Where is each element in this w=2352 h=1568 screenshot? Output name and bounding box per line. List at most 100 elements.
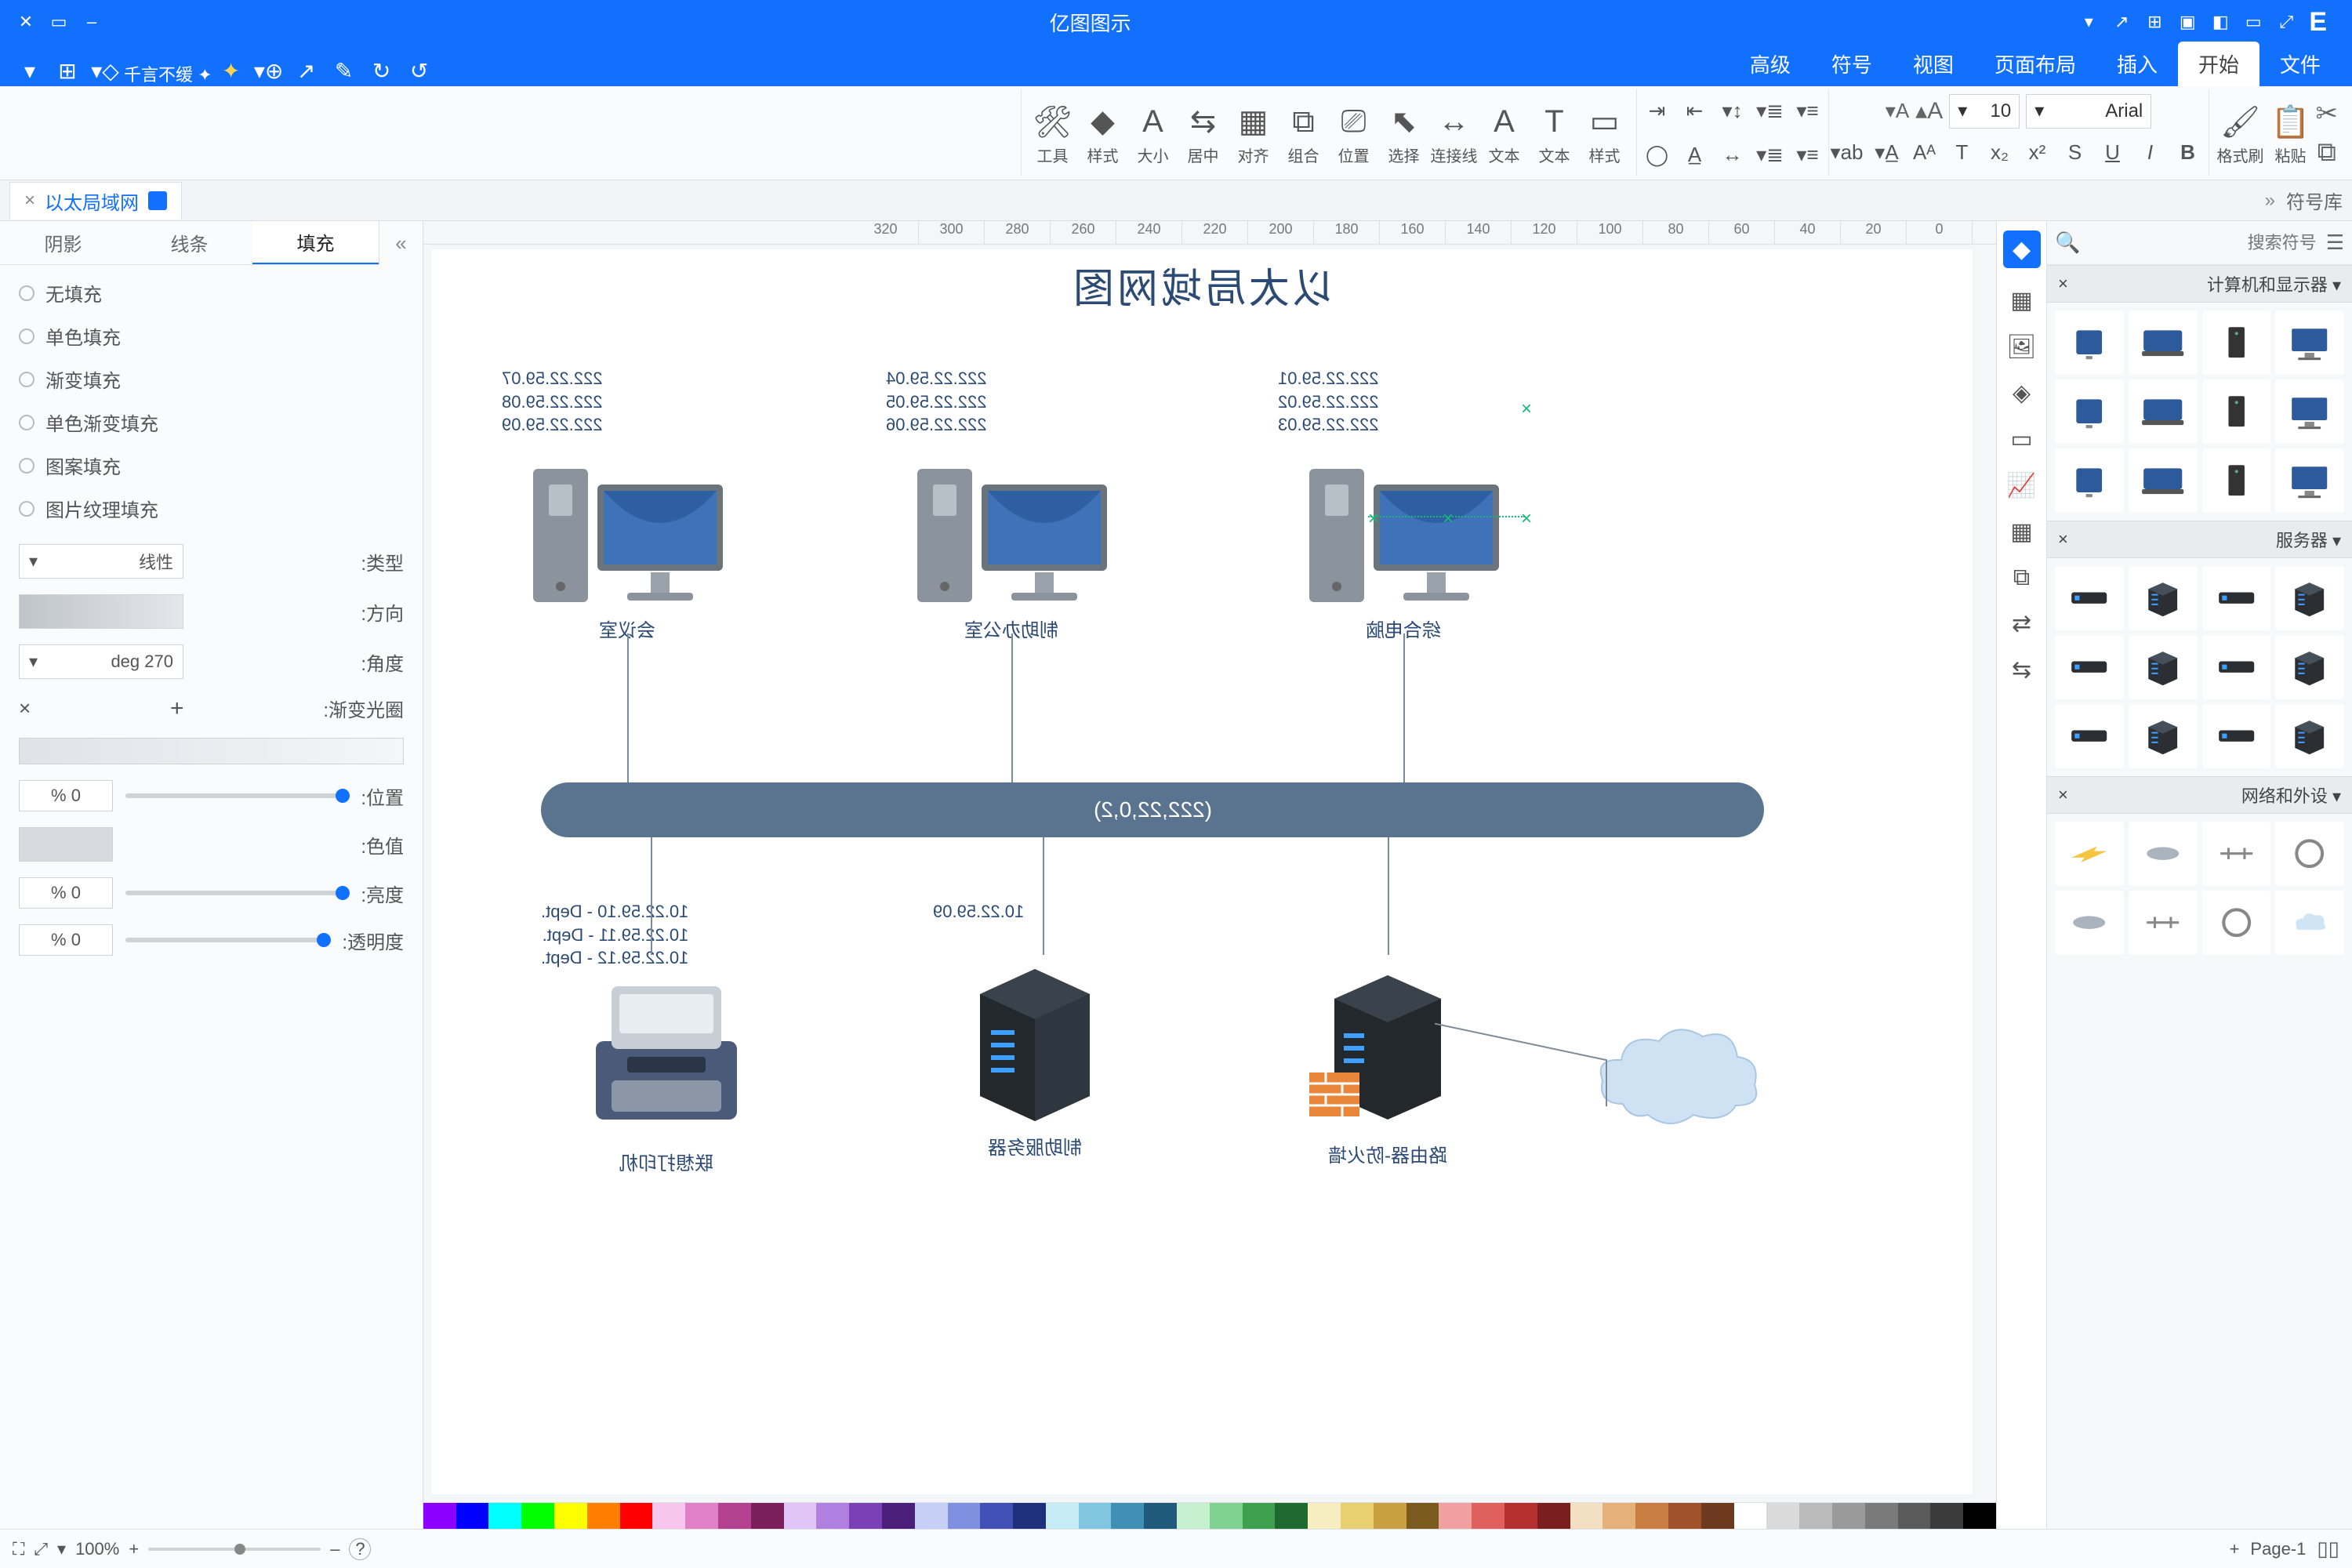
distribute-button[interactable]: ↔ bbox=[1719, 143, 1747, 167]
diagram-page[interactable]: 以太局域网图 (222,22,0,2)222.22.59.07222.22.59… bbox=[431, 249, 1973, 1494]
color-swatch[interactable] bbox=[1275, 1503, 1308, 1529]
font-color-button[interactable]: A̲▾ bbox=[1873, 140, 1901, 165]
premium-badge[interactable]: ✦ bbox=[216, 55, 247, 86]
ribbon-文本[interactable]: A文本 bbox=[1479, 100, 1530, 166]
toolbar-icon[interactable]: ◇▾ bbox=[89, 55, 121, 86]
palette-item[interactable] bbox=[2202, 704, 2271, 768]
color-swatch[interactable] bbox=[784, 1503, 817, 1529]
color-swatch[interactable] bbox=[915, 1503, 948, 1529]
gradient-type-select[interactable]: 线性▾ bbox=[19, 544, 183, 579]
palette-item[interactable] bbox=[2275, 566, 2344, 630]
fullscreen-icon[interactable]: ⛶ bbox=[13, 1539, 24, 1559]
color-swatch[interactable] bbox=[488, 1503, 521, 1529]
tool-icon[interactable]: ⇆ bbox=[2012, 656, 2031, 684]
brightness-value[interactable]: 0 % bbox=[19, 877, 113, 909]
align-button[interactable]: ≡▾ bbox=[1794, 143, 1822, 167]
undo-icon[interactable]: ↺ bbox=[404, 55, 435, 86]
tool-icon[interactable]: ◈ bbox=[2013, 379, 2031, 407]
fill-option[interactable]: 单色填充 bbox=[19, 322, 404, 350]
valign-button[interactable]: ≣▾ bbox=[1756, 143, 1784, 167]
color-swatch[interactable] bbox=[1374, 1503, 1406, 1529]
color-swatch[interactable] bbox=[1832, 1503, 1865, 1529]
close-button[interactable]: ✕ bbox=[13, 9, 39, 35]
palette-item[interactable] bbox=[2202, 379, 2271, 444]
cloud-node[interactable] bbox=[1592, 1018, 1764, 1135]
bullets-button[interactable]: ≡▾ bbox=[1794, 99, 1822, 123]
close-category-icon[interactable]: × bbox=[2058, 274, 2068, 294]
palette-item[interactable] bbox=[2055, 822, 2124, 886]
ribbon-对齐[interactable]: ▦对齐 bbox=[1229, 100, 1279, 166]
spacing-button[interactable]: ↕▾ bbox=[1719, 99, 1747, 123]
text-button[interactable]: T bbox=[1948, 140, 1976, 165]
color-swatch[interactable] bbox=[1144, 1503, 1177, 1529]
color-swatch[interactable] bbox=[1930, 1503, 1963, 1529]
palette-item[interactable] bbox=[2129, 379, 2198, 444]
color-swatch[interactable] bbox=[1537, 1503, 1570, 1529]
page-label[interactable]: Page-1 bbox=[2250, 1539, 2306, 1559]
toolbar-icon[interactable]: ⊞ bbox=[52, 55, 83, 86]
brightness-slider[interactable] bbox=[125, 891, 348, 895]
color-swatch[interactable] bbox=[718, 1503, 751, 1529]
color-swatch[interactable] bbox=[1963, 1503, 1996, 1529]
palette-item[interactable] bbox=[2275, 704, 2344, 768]
tool-icon[interactable]: ▦ bbox=[2010, 518, 2032, 546]
add-page-button[interactable]: + bbox=[2230, 1539, 2240, 1559]
palette-item[interactable] bbox=[2275, 448, 2344, 513]
titlebar-btn[interactable]: ⤢ bbox=[2273, 9, 2299, 35]
case-button[interactable]: Aᴬ bbox=[1911, 140, 1939, 165]
color-swatch[interactable] bbox=[1406, 1503, 1439, 1529]
menu-layout[interactable]: 页面布局 bbox=[1974, 42, 2096, 86]
color-swatch[interactable] bbox=[554, 1503, 587, 1529]
titlebar-btn[interactable]: ⊞ bbox=[2141, 9, 2168, 35]
color-swatch[interactable] bbox=[1308, 1503, 1341, 1529]
fill-option[interactable]: 图案填充 bbox=[19, 452, 404, 479]
color-swatch[interactable] bbox=[521, 1503, 554, 1529]
ribbon-组合[interactable]: ⧉组合 bbox=[1279, 100, 1329, 166]
angle-input[interactable]: 270 deg▾ bbox=[19, 644, 183, 679]
tab-close-icon[interactable]: × bbox=[24, 190, 35, 212]
color-swatch[interactable] bbox=[1013, 1503, 1046, 1529]
color-swatch[interactable] bbox=[1570, 1503, 1603, 1529]
search-icon[interactable]: 🔍 bbox=[2055, 230, 2080, 255]
menu-home[interactable]: 开始 bbox=[2178, 42, 2259, 86]
tab-fill[interactable]: 填充 bbox=[252, 221, 379, 264]
palette-item[interactable] bbox=[2202, 448, 2271, 513]
font-grow-icon[interactable]: A▴ bbox=[1915, 97, 1943, 125]
palette-item[interactable] bbox=[2129, 448, 2198, 513]
fill-option[interactable]: 单色渐变填充 bbox=[19, 408, 404, 436]
color-swatch[interactable] bbox=[1177, 1503, 1210, 1529]
color-swatch[interactable] bbox=[456, 1503, 489, 1529]
color-swatch[interactable] bbox=[882, 1503, 915, 1529]
palette-item[interactable] bbox=[2129, 704, 2198, 768]
gradient-direction[interactable] bbox=[19, 594, 183, 629]
tab-shadow[interactable]: 阴影 bbox=[0, 221, 126, 264]
help-icon[interactable]: ? bbox=[349, 1538, 371, 1560]
bg-color-button[interactable]: ◯ bbox=[1643, 143, 1671, 167]
color-swatch-bar[interactable] bbox=[423, 1502, 1996, 1529]
palette-item[interactable] bbox=[2055, 448, 2124, 513]
transparency-value[interactable]: 0 % bbox=[19, 924, 113, 956]
ribbon-样式[interactable]: ▭样式 bbox=[1580, 100, 1630, 166]
printer-node[interactable]: 联想打印机 bbox=[572, 955, 760, 1175]
titlebar-btn[interactable]: ↗ bbox=[2108, 9, 2135, 35]
format-painter-button[interactable]: 🖌格式刷 bbox=[2216, 100, 2266, 166]
minimize-button[interactable]: – bbox=[78, 9, 105, 35]
palette-item[interactable] bbox=[2275, 891, 2344, 955]
symbol-search-input[interactable] bbox=[2088, 232, 2318, 254]
color-swatch[interactable] bbox=[751, 1503, 784, 1529]
color-swatch[interactable] bbox=[1079, 1503, 1112, 1529]
palette-item[interactable] bbox=[2275, 310, 2344, 375]
color-swatch[interactable] bbox=[1799, 1503, 1832, 1529]
tool-icon[interactable]: 📈 bbox=[2007, 472, 2036, 499]
outdent-button[interactable]: ⇥ bbox=[1643, 99, 1671, 123]
palette-item[interactable] bbox=[2129, 822, 2198, 886]
superscript-button[interactable]: x² bbox=[2024, 140, 2052, 165]
color-swatch[interactable] bbox=[1439, 1503, 1472, 1529]
palette-category[interactable]: ▾ 计算机和显示器× bbox=[2047, 265, 2352, 303]
server-node[interactable]: 制助服务器 bbox=[964, 955, 1105, 1160]
tool-icon[interactable]: ▦ bbox=[2010, 287, 2032, 314]
color-swatch[interactable] bbox=[652, 1503, 685, 1529]
color-swatch[interactable] bbox=[1210, 1503, 1243, 1529]
color-swatch[interactable] bbox=[587, 1503, 620, 1529]
ribbon-选择[interactable]: ⬉选择 bbox=[1379, 100, 1429, 166]
